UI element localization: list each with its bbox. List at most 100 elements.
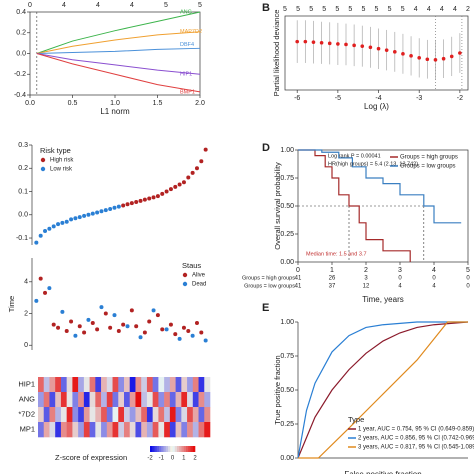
heat-cell: [158, 377, 165, 393]
table-count: 0: [466, 284, 470, 290]
heat-cell: [106, 422, 113, 438]
heat-cell: [181, 407, 188, 423]
heat-cell: [55, 377, 62, 393]
legend-label: 2 years, AUC = 0.856, 95 % CI (0.742-0.9…: [358, 436, 474, 442]
heat-cell: [158, 407, 165, 423]
point: [186, 328, 191, 333]
heat-cell: [43, 422, 50, 438]
point: [34, 240, 39, 245]
heat-cell: [204, 407, 211, 423]
heat-cell: [204, 392, 211, 408]
heat-cell: [175, 377, 182, 393]
heat-cell: [135, 422, 142, 438]
heat-cell: [135, 407, 142, 423]
heat-cell: [175, 407, 182, 423]
plot-frame: [29, 11, 201, 96]
heat-cell: [198, 422, 205, 438]
series-label: DBF4: [180, 42, 194, 48]
point: [203, 147, 208, 152]
y-tick-label: 4: [24, 279, 28, 286]
x-tick-label: 3: [398, 267, 402, 274]
point: [99, 305, 104, 310]
heat-cell: [66, 422, 73, 438]
heat-cell: [38, 392, 45, 408]
heat-cell: [89, 407, 96, 423]
y-tick-label: -0.2: [14, 71, 26, 78]
y-tick-label: 0.75: [280, 353, 294, 360]
x-axis-label: Time, years: [362, 295, 404, 304]
point: [344, 42, 348, 47]
heat-cell: [112, 407, 119, 423]
top-axis-label: 5: [198, 2, 202, 9]
y-tick-label: 0.50: [280, 387, 294, 394]
heat-cell: [38, 407, 45, 423]
heat-cell: [152, 377, 159, 393]
point: [417, 56, 422, 60]
top-axis-label: 5: [309, 6, 313, 13]
heat-cell: [169, 407, 176, 423]
heat-cell: [204, 422, 211, 438]
x-tick-label: 1: [330, 267, 334, 274]
y-tick-label: 0.75: [280, 175, 294, 182]
top-axis-label: 5: [361, 6, 365, 13]
heat-cell: [83, 392, 90, 408]
point: [56, 325, 61, 330]
top-axis-label: 5: [296, 6, 300, 13]
x-tick-label: 0: [296, 267, 300, 274]
colorbar-cell: [163, 446, 167, 452]
legend-label: 3 years, AUC = 0.817, 95 % CI (0.545-1.0…: [358, 445, 474, 451]
point: [125, 202, 130, 207]
heat-cell: [95, 392, 102, 408]
y-tick-label: 0.50: [280, 203, 294, 210]
x-tick-label: -4: [375, 95, 381, 102]
table-row-label: Groups = high groups: [242, 275, 295, 281]
legend-title: Type: [348, 415, 364, 424]
heat-cell: [83, 377, 90, 393]
legend-title: Z-score of expression: [55, 453, 127, 462]
x-tick-label: -3: [416, 95, 422, 102]
series-label: ANG: [180, 9, 192, 15]
colorbar-tick-label: 0: [171, 456, 175, 462]
point: [43, 229, 48, 234]
point: [433, 58, 438, 62]
heat-cell: [49, 422, 56, 438]
table-count: 4: [398, 284, 402, 290]
colorbar-tick-label: 1: [182, 456, 186, 462]
heat-cell: [129, 377, 136, 393]
heat-cell: [192, 377, 199, 393]
table-count: 3: [364, 276, 368, 282]
x-tick-label: 4: [432, 267, 436, 274]
heat-cell: [43, 392, 50, 408]
y-tick-label: 1.00: [280, 147, 294, 154]
heat-cell: [192, 392, 199, 408]
point: [194, 321, 199, 326]
point: [194, 166, 199, 171]
colorbar-cell: [170, 446, 173, 452]
table-count: 0: [398, 276, 402, 282]
point: [303, 39, 308, 44]
point: [69, 217, 74, 222]
heat-cell: [175, 392, 182, 408]
point: [190, 333, 195, 338]
point: [64, 219, 69, 224]
point: [95, 210, 100, 215]
point: [147, 319, 152, 324]
x-axis-label: Log (λ): [364, 102, 389, 111]
top-axis-label: 5: [335, 6, 339, 13]
x-tick-label: -2: [457, 95, 463, 102]
point: [425, 57, 430, 62]
point: [121, 322, 126, 327]
table-count: 41: [295, 284, 302, 290]
heat-cell: [106, 377, 113, 393]
row-label: HIP1: [18, 379, 35, 388]
heat-cell: [95, 407, 102, 423]
point: [155, 313, 160, 318]
heat-cell: [72, 392, 79, 408]
panel-label: E: [262, 302, 269, 314]
heat-cell: [66, 407, 73, 423]
heat-cell: [124, 422, 131, 438]
table-row-label: Groups = low groups: [244, 283, 295, 289]
y-tick-label: 0: [24, 342, 28, 349]
table-count: 26: [329, 276, 336, 282]
y-tick-label: -0.1: [16, 235, 28, 242]
